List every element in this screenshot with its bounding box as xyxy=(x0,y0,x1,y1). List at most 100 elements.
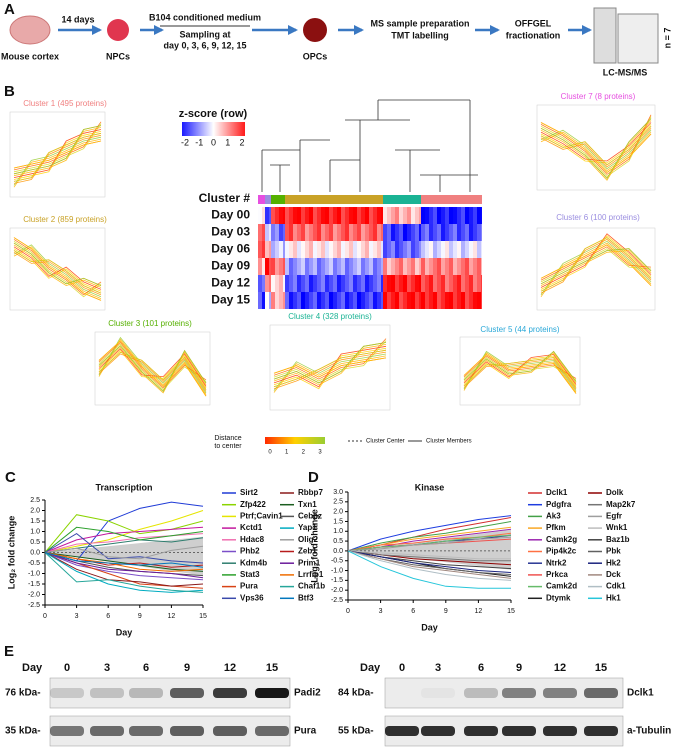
heatmap-cell xyxy=(325,241,329,258)
heatmap-cell xyxy=(349,224,353,241)
heatmap-cell xyxy=(309,292,313,309)
heatmap-cell xyxy=(415,224,419,241)
legend-label: Hdac8 xyxy=(240,535,265,544)
heatmap-cell xyxy=(473,275,477,292)
heatmap-cell xyxy=(341,207,345,224)
member-line xyxy=(463,353,577,394)
colorbar-tick-label: 1 xyxy=(225,137,230,147)
series-line xyxy=(44,526,204,553)
heatmap-cell xyxy=(262,292,265,309)
heatmap-cell xyxy=(429,207,433,224)
heatmap-cell xyxy=(415,241,419,258)
series-line xyxy=(44,552,204,581)
heatmap-cell xyxy=(391,292,395,309)
band xyxy=(584,688,618,698)
colorbar xyxy=(182,122,245,136)
heatmap-cell xyxy=(321,207,325,224)
x-tick-label: 6 xyxy=(411,608,415,615)
heatmap-cell xyxy=(349,241,353,258)
heatmap-cell xyxy=(445,258,449,275)
heatmap-cell xyxy=(481,275,482,292)
day-value: 15 xyxy=(595,662,607,674)
heatmap-cell xyxy=(337,224,341,241)
heatmap-cell xyxy=(279,292,283,309)
legend-label: Pip4k2c xyxy=(546,547,577,556)
heatmap-cell xyxy=(301,207,305,224)
member-line xyxy=(273,349,387,388)
heatmap-cell xyxy=(377,207,381,224)
heatmap-cell xyxy=(465,258,469,275)
heatmap-cell xyxy=(403,207,407,224)
mini-plot-frame xyxy=(536,227,656,311)
heatmap-cell xyxy=(419,275,421,292)
y-tick-label: 2.0 xyxy=(333,508,343,515)
heatmap-cell xyxy=(313,275,317,292)
heatmap-cell xyxy=(395,275,399,292)
y-tick-label: 0.5 xyxy=(333,538,343,545)
heatmap-cell xyxy=(407,207,411,224)
heatmap-cell xyxy=(445,292,449,309)
legend-label: Pdgfra xyxy=(546,500,572,509)
heatmap-cell xyxy=(289,275,293,292)
y-tick-label: -1.5 xyxy=(28,581,40,588)
chart-title: Kinase xyxy=(415,482,445,492)
heatmap-cell xyxy=(321,241,325,258)
x-tick-label: 12 xyxy=(475,608,483,615)
heatmap-cell xyxy=(445,224,449,241)
heatmap-cell xyxy=(265,258,269,275)
heatmap-cell xyxy=(293,275,297,292)
heatmap-cell xyxy=(429,241,433,258)
heatmap-cell xyxy=(391,241,395,258)
member-line xyxy=(273,345,387,388)
protein-label: Padi2 xyxy=(294,688,321,699)
heatmap-cell xyxy=(469,292,473,309)
size-label: 84 kDa- xyxy=(338,688,374,699)
heatmap-cell xyxy=(329,292,333,309)
y-tick-label: 1.5 xyxy=(30,518,40,525)
member-line xyxy=(98,350,207,389)
heatmap-cell xyxy=(258,207,262,224)
legend-label: Cebpz xyxy=(298,512,322,521)
member-line xyxy=(463,350,577,382)
legend-label: Dolk xyxy=(606,488,624,497)
heatmap-cell xyxy=(437,258,441,275)
heatmap-cell xyxy=(317,207,321,224)
heatmap-cell xyxy=(415,292,419,309)
heatmap-cell xyxy=(369,258,373,275)
day-value: 3 xyxy=(435,662,441,674)
cluster-title: Cluster 3 (101 proteins) xyxy=(108,319,192,328)
size-label: 76 kDa- xyxy=(5,688,41,699)
legend-label: Chaf1b xyxy=(298,582,325,591)
legend-label: Cluster Center xyxy=(366,439,405,445)
heatmap-cell xyxy=(265,224,269,241)
heatmap-cell xyxy=(469,241,473,258)
heatmap-cell xyxy=(293,207,297,224)
heatmap-cell xyxy=(469,275,473,292)
member-line xyxy=(540,114,652,175)
heatmap-cell xyxy=(365,258,369,275)
heatmap-cell xyxy=(453,224,457,241)
cluster-title: Cluster 2 (859 proteins) xyxy=(23,215,107,224)
heatmap-cell xyxy=(333,207,337,224)
heatmap-cell xyxy=(469,224,473,241)
heatmap-cell xyxy=(325,207,329,224)
heatmap-cell xyxy=(317,292,321,309)
member-line xyxy=(540,237,652,292)
heatmap-cell xyxy=(383,258,387,275)
member-line xyxy=(13,140,102,169)
heatmap-cell xyxy=(361,292,365,309)
heatmap-cell xyxy=(425,292,429,309)
heatmap-cell xyxy=(387,241,391,258)
step-label: OPCs xyxy=(303,51,328,61)
heatmap-cell xyxy=(373,224,377,241)
heatmap-cell xyxy=(333,258,337,275)
band xyxy=(421,688,455,698)
legend-label: Ntrk2 xyxy=(546,558,567,567)
heatmap-cell xyxy=(429,224,433,241)
heatmap-cell xyxy=(305,275,309,292)
x-tick-label: 6 xyxy=(106,613,110,620)
heatmap-cell xyxy=(283,224,285,241)
heatmap-cell xyxy=(269,224,271,241)
heatmap-cell xyxy=(283,275,285,292)
heatmap-cell xyxy=(258,275,262,292)
